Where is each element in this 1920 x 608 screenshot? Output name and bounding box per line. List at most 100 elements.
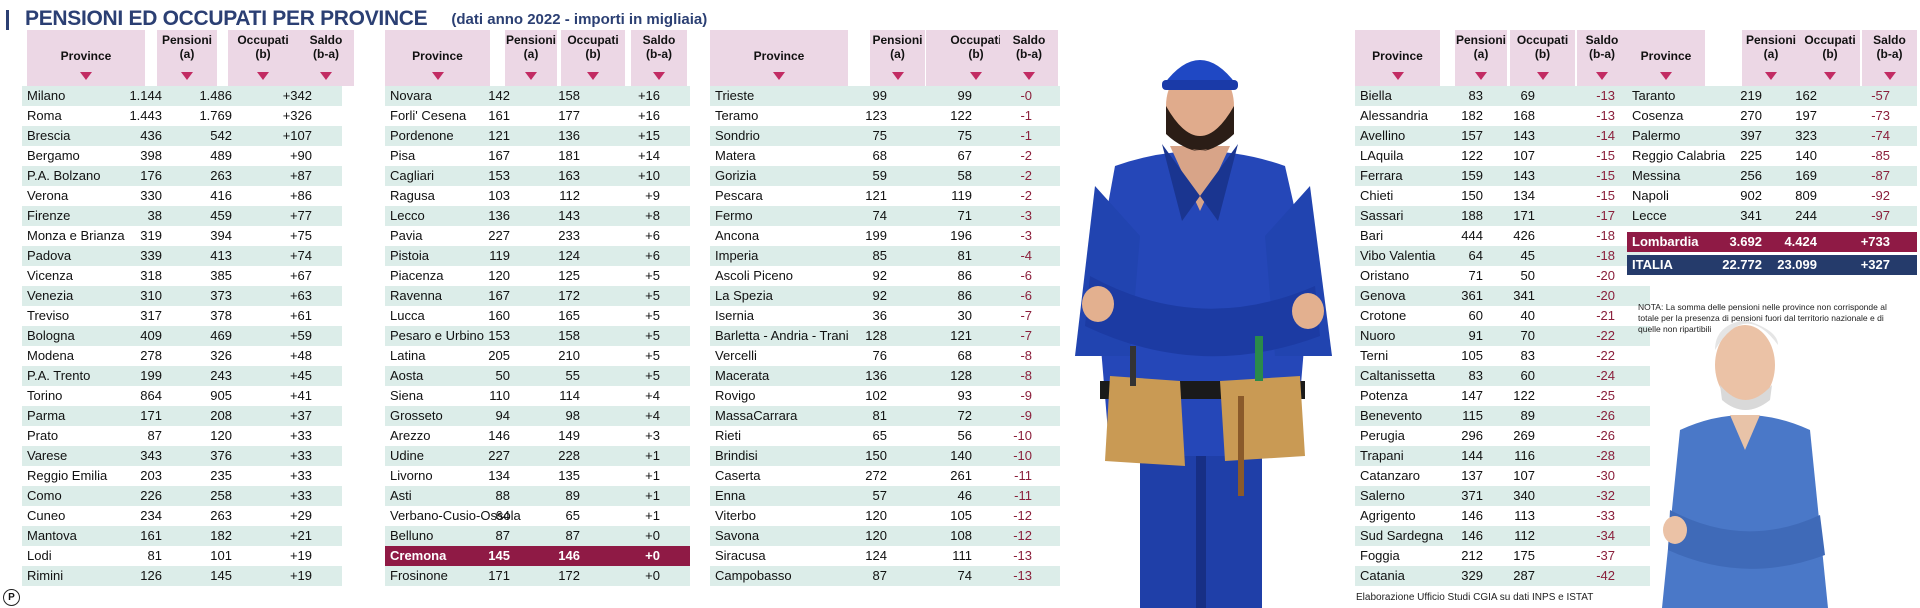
saldo-value: -11 [1014,488,1032,503]
table-row: Alessandria 182 168 -13 [1355,106,1650,126]
table-row: Caserta 272 261 -11 [710,466,1060,486]
summary-row-italia: ITALIA 22.772 23.099 +327 [1627,255,1917,275]
table-row: Pesaro e Urbino 153 158 +5 [385,326,690,346]
pensioni-value: 159 [1461,168,1483,183]
occupati-value: 114 [559,388,580,403]
occupati-value: 87 [565,528,580,543]
pensioni-value: 161 [140,528,162,543]
header-pensioni-label: Pensioni (a) [1745,33,1796,61]
sort-arrow-icon [1475,72,1487,80]
pensioni-value: 343 [140,448,162,463]
province-table-4: Province Pensioni (a) Occupati (b) Saldo (b-a)… [1355,30,1650,586]
summary-occupati: 23.099 [1777,257,1817,272]
pensioni-value: 167 [488,288,510,303]
table-row: Salerno 371 340 -32 [1355,486,1650,506]
pensioni-value: 227 [488,448,510,463]
pensioni-value: 121 [865,188,887,203]
occupati-value: 197 [1795,108,1817,123]
sort-arrow-icon [1660,72,1672,80]
saldo-value: -28 [1596,448,1615,463]
table-row: Grosseto 94 98 +4 [385,406,690,426]
pensioni-value: 88 [495,488,510,503]
province-name: Pesaro e Urbino [390,328,484,343]
saldo-value: -0 [1020,88,1032,103]
pensioni-value: 137 [1461,468,1483,483]
table-row: Siracusa 124 111 -13 [710,546,1060,566]
province-name: Oristano [1360,268,1410,283]
saldo-value: -6 [1020,268,1032,283]
occupati-value: 489 [210,148,232,163]
saldo-value: +5 [645,268,660,283]
saldo-value: -7 [1020,328,1032,343]
pensioni-value: 864 [140,388,162,403]
table-row: Modena 278 326 +48 [22,346,342,366]
table-row: Forli' Cesena 161 177 +16 [385,106,690,126]
province-name: Cagliari [390,168,435,183]
pensioni-value: 99 [872,88,887,103]
header-province-label: Province [60,49,112,63]
occupati-value: 98 [565,408,580,423]
saldo-value: -10 [1013,448,1032,463]
occupati-value: 165 [558,308,580,323]
pensioni-value: 76 [872,348,887,363]
table-row: Parma 171 208 +37 [22,406,342,426]
occupati-value: 121 [950,328,972,343]
summary-row-lombardia: Lombardia 3.692 4.424 +733 [1627,232,1917,252]
pensioni-value: 147 [1461,388,1483,403]
saldo-value: +87 [289,168,312,183]
province-name: Siracusa [715,548,766,563]
province-name: Catanzaro [1360,468,1420,483]
saldo-value: +19 [289,568,312,583]
province-name: Napoli [1632,188,1669,203]
province-name: Pisa [390,148,416,163]
header-province-label: Province [1372,49,1423,63]
table-row: Benevento 115 89 -26 [1355,406,1650,426]
pensioni-value: 120 [488,268,510,283]
occupati-value: 171 [1513,208,1535,223]
province-name: Crotone [1360,308,1407,323]
pensioni-value: 64 [1468,248,1483,263]
occupati-value: 287 [1513,568,1535,583]
saldo-value: -10 [1013,428,1032,443]
table-row: Reggio Calabria 225 140 -85 [1627,146,1917,166]
saldo-value: -87 [1871,168,1890,183]
occupati-value: 93 [957,388,972,403]
pensioni-value: 272 [865,468,887,483]
pensioni-value: 144 [1461,448,1483,463]
occupati-value: 196 [950,228,972,243]
pensioni-value: 270 [1740,108,1762,123]
saldo-value: -2 [1020,148,1032,163]
saldo-value: -32 [1596,488,1615,503]
occupati-value: 67 [957,148,972,163]
header-province: Province [710,30,848,86]
table-row: Cosenza 270 197 -73 [1627,106,1917,126]
saldo-value: +21 [289,528,312,543]
occupati-value: 113 [1514,508,1535,523]
province-name: Perugia [1360,428,1405,443]
province-name: Sud Sardegna [1360,528,1444,543]
province-name: Genova [1360,288,1406,303]
pensioni-value: 83 [1468,88,1483,103]
saldo-value: +16 [637,88,660,103]
province-name: Cuneo [27,508,66,523]
saldo-value: -37 [1596,548,1615,563]
saldo-value: -22 [1596,328,1615,343]
province-name: Lodi [27,548,52,563]
summary-saldo: +733 [1860,234,1890,249]
table-header: Province Pensioni (a) Occupati (b) Saldo (b-a) [22,30,354,86]
occupati-value: 72 [957,408,972,423]
province-name: Terni [1360,348,1389,363]
saldo-value: -13 [1013,548,1032,563]
pensioni-value: 212 [1461,548,1483,563]
page-title-block: PENSIONI ED OCCUPATI PER PROVINCE (dati … [6,4,707,30]
occupati-value: 65 [565,508,580,523]
pensioni-value: 199 [865,228,887,243]
header-pensioni-label: Pensioni (a) [161,33,212,61]
province-name: Lucca [390,308,425,323]
table-row: Barletta - Andria - Trani 128 121 -7 [710,326,1060,346]
occupati-value: 263 [210,168,232,183]
pensioni-value: 128 [865,328,887,343]
occupati-value: 416 [210,188,232,203]
table-row: Bologna 409 469 +59 [22,326,342,346]
saldo-value: -9 [1020,408,1032,423]
